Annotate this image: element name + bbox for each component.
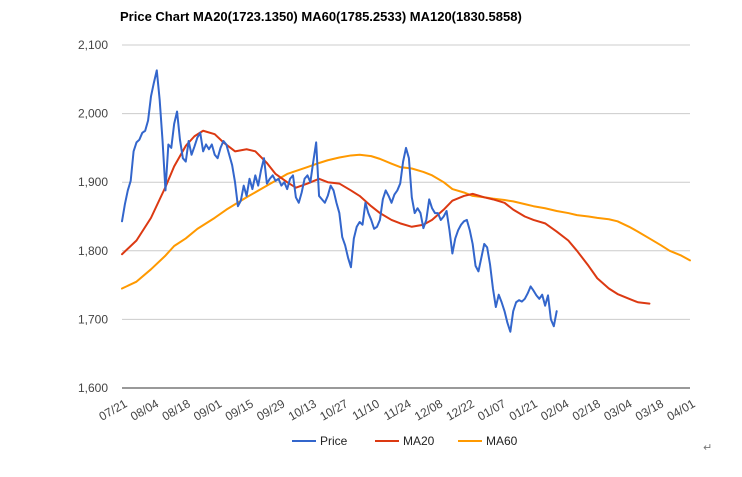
x-tick-label: 09/01 <box>191 396 224 423</box>
series-line-price <box>121 69 558 333</box>
y-tick-label: 2,100 <box>78 38 108 52</box>
x-tick-label: 01/07 <box>475 396 508 423</box>
x-tick-label: 12/08 <box>412 396 445 423</box>
x-tick-label: 11/10 <box>350 396 383 423</box>
legend-label: MA60 <box>486 434 518 448</box>
x-tick-label: 10/13 <box>286 396 319 423</box>
x-tick-label: 08/18 <box>160 396 193 423</box>
legend-label: Price <box>320 434 348 448</box>
legend-item-ma60: MA60 <box>458 434 518 448</box>
legend-label: MA20 <box>403 434 435 448</box>
y-tick-label: 1,600 <box>78 381 108 395</box>
y-tick-label: 1,900 <box>78 175 108 189</box>
x-tick-label: 12/22 <box>444 396 477 423</box>
legend-item-price: Price <box>292 434 348 448</box>
legend: Price MA20 MA60 <box>292 434 518 448</box>
x-tick-label: 04/01 <box>664 396 697 423</box>
x-tick-label: 07/21 <box>96 396 129 423</box>
axes: 1,600 1,700 1,800 1,900 2,000 2,100 07/2108/04… <box>78 38 698 424</box>
series-line-ma60 <box>121 153 691 290</box>
chart-title: Price Chart MA20(1723.1350) MA60(1785.25… <box>120 9 522 24</box>
x-tick-label: 02/04 <box>538 396 571 423</box>
y-tick-label: 1,700 <box>78 312 108 326</box>
x-tick-label: 03/04 <box>601 396 634 423</box>
grid-lines <box>122 44 690 389</box>
series-lines <box>121 69 691 333</box>
x-tick-label: 10/27 <box>317 396 350 423</box>
x-tick-label: 08/04 <box>128 396 161 423</box>
x-tick-label: 01/21 <box>507 396 540 423</box>
y-tick-label: 2,000 <box>78 107 108 121</box>
y-tick-label: 1,800 <box>78 244 108 258</box>
x-tick-label: 09/15 <box>223 396 256 423</box>
x-tick-label: 11/24 <box>381 396 414 423</box>
series-line-ma20 <box>121 129 651 305</box>
x-tick-label: 03/18 <box>633 396 666 423</box>
legend-item-ma20: MA20 <box>375 434 435 448</box>
x-tick-label: 09/29 <box>254 396 287 423</box>
x-tick-label: 02/18 <box>570 396 603 423</box>
return-symbol: ↵ <box>703 441 713 454</box>
